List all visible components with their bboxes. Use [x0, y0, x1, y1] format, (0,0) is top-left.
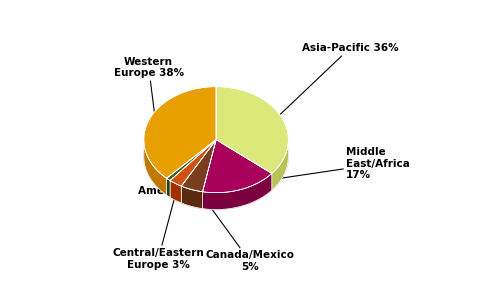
Polygon shape [216, 140, 272, 190]
Polygon shape [167, 140, 216, 195]
Polygon shape [181, 186, 202, 209]
Polygon shape [170, 140, 216, 197]
Polygon shape [144, 87, 216, 178]
Text: Asia-Pacific 36%: Asia-Pacific 36% [277, 43, 398, 117]
Ellipse shape [144, 103, 288, 210]
Polygon shape [202, 140, 272, 193]
Polygon shape [202, 140, 216, 209]
Polygon shape [144, 141, 167, 195]
Polygon shape [202, 140, 216, 209]
Polygon shape [181, 140, 216, 192]
Polygon shape [181, 140, 216, 203]
Polygon shape [216, 140, 272, 190]
Polygon shape [202, 173, 272, 210]
Polygon shape [181, 140, 216, 203]
Polygon shape [167, 178, 170, 197]
Text: Middle
East/Africa
17%: Middle East/Africa 17% [241, 147, 410, 184]
Text: Latin
America 1%: Latin America 1% [138, 175, 207, 196]
Text: Canada/Mexico
5%: Canada/Mexico 5% [196, 187, 294, 272]
Text: Central/Eastern
Europe 3%: Central/Eastern Europe 3% [112, 182, 204, 270]
Polygon shape [167, 140, 216, 181]
Polygon shape [170, 140, 216, 197]
Polygon shape [167, 140, 216, 195]
Polygon shape [170, 140, 216, 186]
Polygon shape [170, 181, 181, 203]
Text: Western
Europe 38%: Western Europe 38% [114, 57, 184, 119]
Polygon shape [272, 140, 288, 190]
Polygon shape [216, 87, 288, 173]
